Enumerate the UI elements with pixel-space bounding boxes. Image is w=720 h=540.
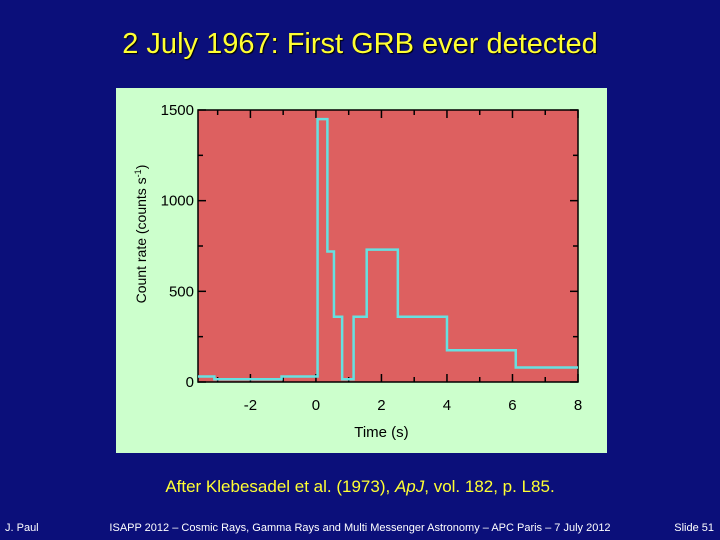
x-tick-label: 0 bbox=[312, 397, 320, 414]
footer-slide-number: Slide 51 bbox=[674, 522, 714, 534]
x-tick-label: 6 bbox=[508, 397, 516, 414]
citation-caption: After Klebesadel et al. (1973), ApJ, vol… bbox=[0, 477, 720, 497]
chart-panel: -2 0 2 4 6 8 0 500 1000 1500 Time (s) Count rate … bbox=[116, 88, 607, 453]
footer-author: J. Paul bbox=[5, 522, 39, 534]
caption-text: After Klebesadel et al. (1973), bbox=[165, 477, 395, 496]
x-tick-label: 8 bbox=[574, 397, 582, 414]
x-tick-label: 2 bbox=[377, 397, 385, 414]
y-tick-label: 0 bbox=[186, 374, 194, 391]
tick-labels: -2 0 2 4 6 8 0 500 1000 1500 bbox=[161, 102, 583, 414]
x-tick-label: -2 bbox=[244, 397, 257, 414]
light-curve-line bbox=[198, 117, 578, 381]
y-tick-label: 1500 bbox=[161, 102, 194, 119]
slide-title: 2 July 1967: First GRB ever detected bbox=[122, 28, 598, 60]
tick-marks bbox=[198, 109, 579, 383]
y-axis-label: Count rate (counts s-1) bbox=[133, 165, 149, 304]
plot-area bbox=[197, 109, 579, 383]
y-axis-label-sup: -1 bbox=[133, 169, 143, 177]
footer-event: ISAPP 2012 – Cosmic Rays, Gamma Rays and… bbox=[109, 522, 611, 534]
light-curve-chart: -2 0 2 4 6 8 0 500 1000 1500 Time (s) Count rate … bbox=[133, 102, 583, 441]
caption-journal: ApJ bbox=[394, 477, 425, 496]
caption-text-end: , vol. 182, p. L85. bbox=[424, 477, 555, 496]
y-tick-label: 1000 bbox=[161, 193, 194, 210]
y-tick-label: 500 bbox=[169, 283, 194, 300]
x-tick-label: 4 bbox=[443, 397, 451, 414]
y-axis-label-end: ) bbox=[133, 165, 149, 170]
x-axis-label: Time (s) bbox=[354, 424, 408, 441]
y-axis-label-main: Count rate (counts s bbox=[133, 177, 149, 303]
